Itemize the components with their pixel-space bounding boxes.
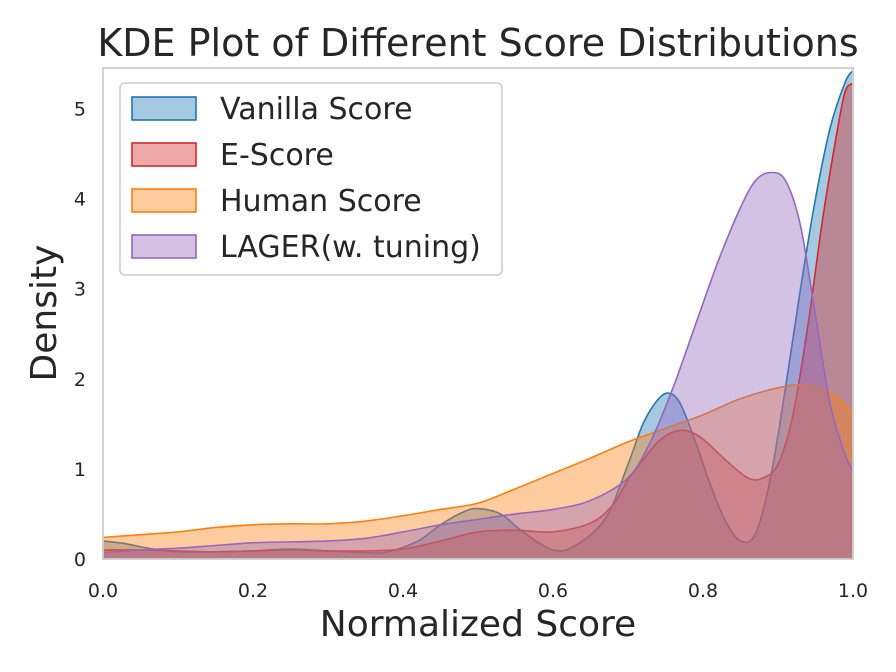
density-area-e-score [103,83,853,559]
x-tick-label: 0.8 [688,580,718,602]
y-tick-label: 2 [74,369,86,391]
plot-frame [102,67,854,560]
density-area-vanilla-score [103,70,853,559]
legend: Vanilla Score E-Score Human Score LAGER(w. … [119,82,503,276]
x-axis-label: Normalized Score [320,604,636,645]
legend-swatch [131,142,197,167]
x-tick-label: 0.0 [88,580,118,602]
x-tick-label: 0.4 [388,580,418,602]
x-axis: 0.0 0.2 0.4 0.6 0.8 1.0 [88,580,868,602]
y-tick-label: 5 [74,99,86,121]
y-tick-label: 3 [74,279,86,301]
legend-swatch [131,188,197,213]
legend-label: Human Score [220,184,422,219]
legend-swatch [131,96,197,121]
density-line-human-score [103,384,853,539]
density-area-lager-w-tuning [103,172,853,559]
plot-area [103,70,853,559]
x-tick-label: 1.0 [838,580,868,602]
y-tick-label: 1 [74,459,86,481]
y-axis-label: Density [24,245,65,382]
density-line-vanilla-score [103,70,853,554]
x-tick-label: 0.6 [538,580,568,602]
legend-item: E-Score [131,138,334,173]
legend-label: E-Score [220,138,334,173]
y-axis: 0 1 2 3 4 5 [74,99,86,571]
legend-label: LAGER(w. tuning) [220,230,481,265]
legend-label: Vanilla Score [220,92,413,127]
legend-item: Human Score [131,184,422,219]
y-tick-label: 0 [74,549,86,571]
x-tick-label: 0.2 [238,580,268,602]
legend-item: LAGER(w. tuning) [131,230,481,265]
legend-swatch [131,234,197,259]
density-line-lager-w-tuning [103,171,853,554]
chart-title: KDE Plot of Different Score Distribution… [97,21,858,65]
legend-box [119,82,503,276]
y-tick-label: 4 [74,189,86,211]
legend-item: Vanilla Score [131,92,413,127]
